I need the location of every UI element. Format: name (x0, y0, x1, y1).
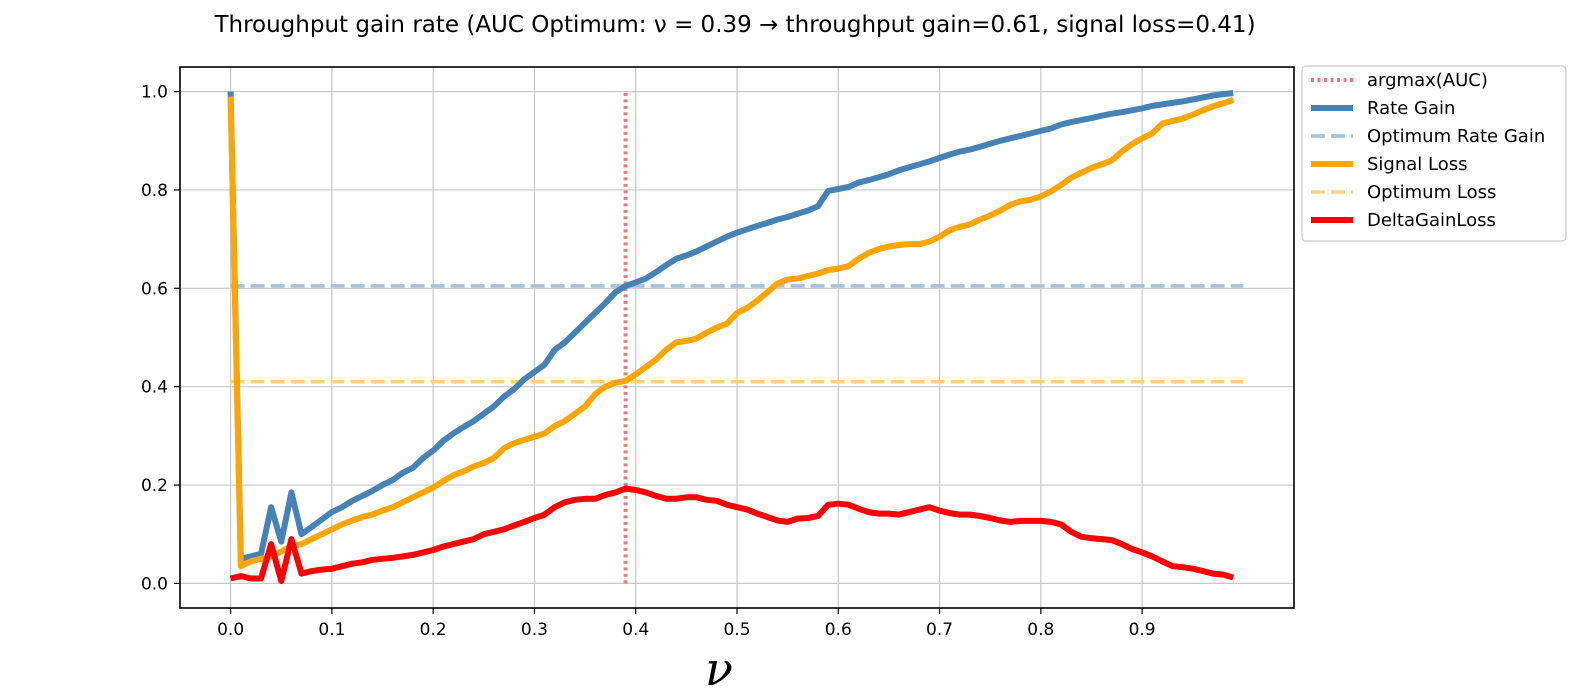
y-axis-ticks: 0.0 0.2 0.4 0.6 0.8 1.0 (141, 83, 180, 594)
legend-frame (1301, 65, 1567, 242)
x-axis-ticks: 0.0 0.1 0.2 0.3 0.4 0.5 0.6 0.7 0.8 0.9 (217, 608, 1156, 640)
series-line-rate-gain (227, 90, 1234, 562)
x-tick-label: 0.1 (318, 620, 345, 640)
x-tick-label: 0.2 (420, 620, 447, 640)
legend-label: DeltaGainLoss (1367, 210, 1496, 231)
x-tick-label: 0.8 (1027, 620, 1054, 640)
x-tick-label: 0.6 (825, 620, 852, 640)
legend-label: Optimum Rate Gain (1367, 126, 1545, 147)
legend-items: argmax(AUC) Rate Gain Optimum Rate Gain Sig… (1311, 70, 1545, 231)
legend-label: Optimum Loss (1367, 182, 1496, 203)
y-tick-label: 1.0 (141, 83, 168, 103)
y-tick-label: 0.6 (141, 279, 168, 299)
legend: argmax(AUC) Rate Gain Optimum Rate Gain Sig… (1301, 65, 1567, 242)
y-tick-label: 0.8 (141, 181, 168, 201)
x-tick-label: 0.7 (926, 620, 953, 640)
y-tick-label: 0.2 (141, 476, 168, 496)
series-line-signal-loss (227, 96, 1235, 570)
x-tick-label: 0.9 (1129, 620, 1156, 640)
x-tick-label: 0.4 (622, 620, 649, 640)
legend-label: Rate Gain (1367, 98, 1455, 119)
y-tick-label: 0.0 (141, 574, 168, 594)
series-line-deltagainloss (229, 485, 1235, 584)
series-layer (227, 90, 1235, 584)
chart-title: Throughput gain rate (AUC Optimum: ν = 0… (213, 12, 1255, 38)
x-tick-label: 0.5 (723, 620, 750, 640)
legend-label: Signal Loss (1367, 154, 1468, 175)
reference-lines (230, 91, 1244, 584)
x-tick-label: 0.0 (217, 620, 244, 640)
y-tick-label: 0.4 (141, 378, 168, 398)
legend-label: argmax(AUC) (1367, 70, 1488, 91)
x-axis-label: ν (705, 642, 733, 696)
x-tick-label: 0.3 (521, 620, 548, 640)
